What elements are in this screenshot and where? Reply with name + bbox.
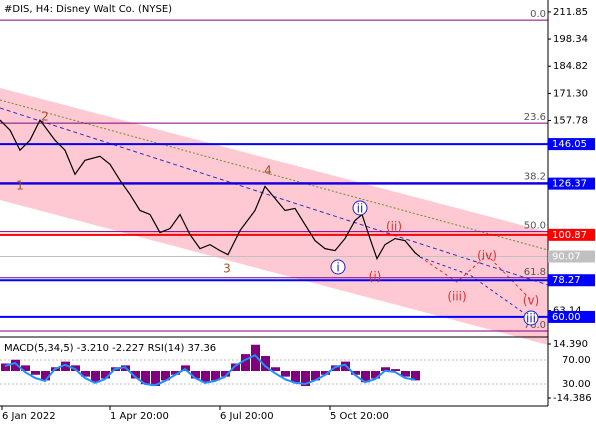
wave-circle (523, 310, 539, 326)
macd-bar (361, 371, 370, 383)
indicator-plot (0, 344, 548, 387)
y2-tick-label: 30.00 (562, 379, 591, 390)
wave-label: (ii) (386, 220, 402, 234)
macd-bar (151, 371, 160, 387)
main-plot: 0.023.638.250.061.876.01234iii(i)(ii)(ii… (0, 9, 548, 332)
level-label: 100.87 (552, 230, 587, 241)
macd-bar (241, 354, 250, 372)
x-tick-label: 6 Jul 20:00 (220, 411, 274, 422)
fib-label: 76.0 (524, 320, 546, 331)
y-tick-label: 157.78 (553, 116, 588, 127)
level-box (548, 228, 595, 241)
level-label: 146.05 (552, 139, 587, 150)
macd-bar (261, 355, 270, 372)
macd-bar (161, 371, 170, 381)
macd-bar (1, 363, 10, 372)
macd-bar (61, 361, 70, 372)
wave-circle (352, 200, 368, 216)
level-box (548, 274, 595, 287)
y2-tick-label: 70.00 (562, 355, 591, 366)
macd-bar (221, 371, 230, 377)
x-tick-label: 6 Jan 2022 (2, 411, 56, 422)
macd-bar (201, 371, 210, 383)
y-tick-label: 198.34 (553, 34, 588, 45)
fib-label: 50.0 (524, 221, 546, 232)
fib-label: 61.8 (524, 267, 546, 278)
macd-bar (31, 371, 40, 375)
macd-bar (401, 371, 410, 377)
wave-label: (v) (523, 294, 539, 308)
chart-title: #DIS, H4: Disney Walt Co. (NYSE) (4, 4, 172, 15)
wave-circle (330, 259, 346, 275)
level-box (548, 177, 595, 190)
macd-bar (11, 359, 20, 372)
macd-bar (271, 367, 280, 372)
wave-label: (iv) (477, 249, 497, 263)
macd-bar (281, 371, 290, 377)
wave-label: 4 (264, 164, 272, 178)
macd-bar (41, 371, 50, 381)
macd-bar (251, 344, 260, 372)
macd-bar (231, 363, 240, 372)
level-box (548, 138, 595, 151)
macd-bar (91, 371, 100, 383)
wave-label: 1 (16, 179, 24, 193)
macd-bar (301, 371, 310, 387)
macd-bar (321, 371, 330, 375)
x-tick-label: 5 Oct 20:00 (330, 411, 389, 422)
indicator-title: MACD(5,34,5) -3.210 -2.227 RSI(14) 37.36 (4, 343, 216, 354)
level-label: 60.00 (552, 312, 581, 323)
trend-line (0, 99, 549, 251)
macd-bar (391, 369, 400, 372)
wave-label: (iii) (447, 290, 466, 304)
macd-bar (211, 371, 220, 381)
macd-bar (21, 365, 30, 372)
macd-bar (371, 371, 380, 379)
level-label: 78.27 (552, 275, 581, 286)
macd-bar (101, 371, 110, 379)
level-box (548, 310, 595, 323)
macd-bar (141, 371, 150, 385)
macd-bar (381, 367, 390, 372)
fib-label: 23.6 (524, 112, 546, 123)
macd-bar (331, 365, 340, 372)
macd-bar (411, 371, 420, 381)
macd-bar (291, 371, 300, 383)
wave-label: (i) (369, 270, 382, 284)
macd-bar (351, 371, 360, 375)
macd-bar (131, 371, 140, 379)
wave-label: ii (357, 202, 364, 216)
wave-label: 2 (41, 110, 49, 124)
y-tick-label: 184.82 (553, 61, 588, 72)
fib-label: 0.0 (530, 9, 546, 20)
forecast-path (419, 256, 532, 319)
macd-bar (81, 371, 90, 377)
wave-label: i (336, 261, 339, 275)
fib-label: 38.2 (524, 172, 546, 183)
wave-label: iii (526, 312, 536, 326)
macd-bar (191, 371, 200, 379)
macd-bar (311, 371, 320, 381)
x-tick-label: 1 Apr 20:00 (110, 411, 169, 422)
last-price-box (548, 250, 595, 263)
y-tick-label: 171.30 (553, 88, 588, 99)
y-tick-label: 14.390 (553, 339, 588, 350)
macd-bar (171, 371, 180, 375)
wave-label: 3 (223, 262, 231, 276)
last-price-label: 90.07 (552, 252, 581, 263)
y-tick-label: -14.386 (553, 393, 592, 404)
y-tick-label: 211.85 (553, 7, 588, 18)
rsi-line (4, 353, 416, 387)
level-label: 126.37 (552, 179, 587, 190)
